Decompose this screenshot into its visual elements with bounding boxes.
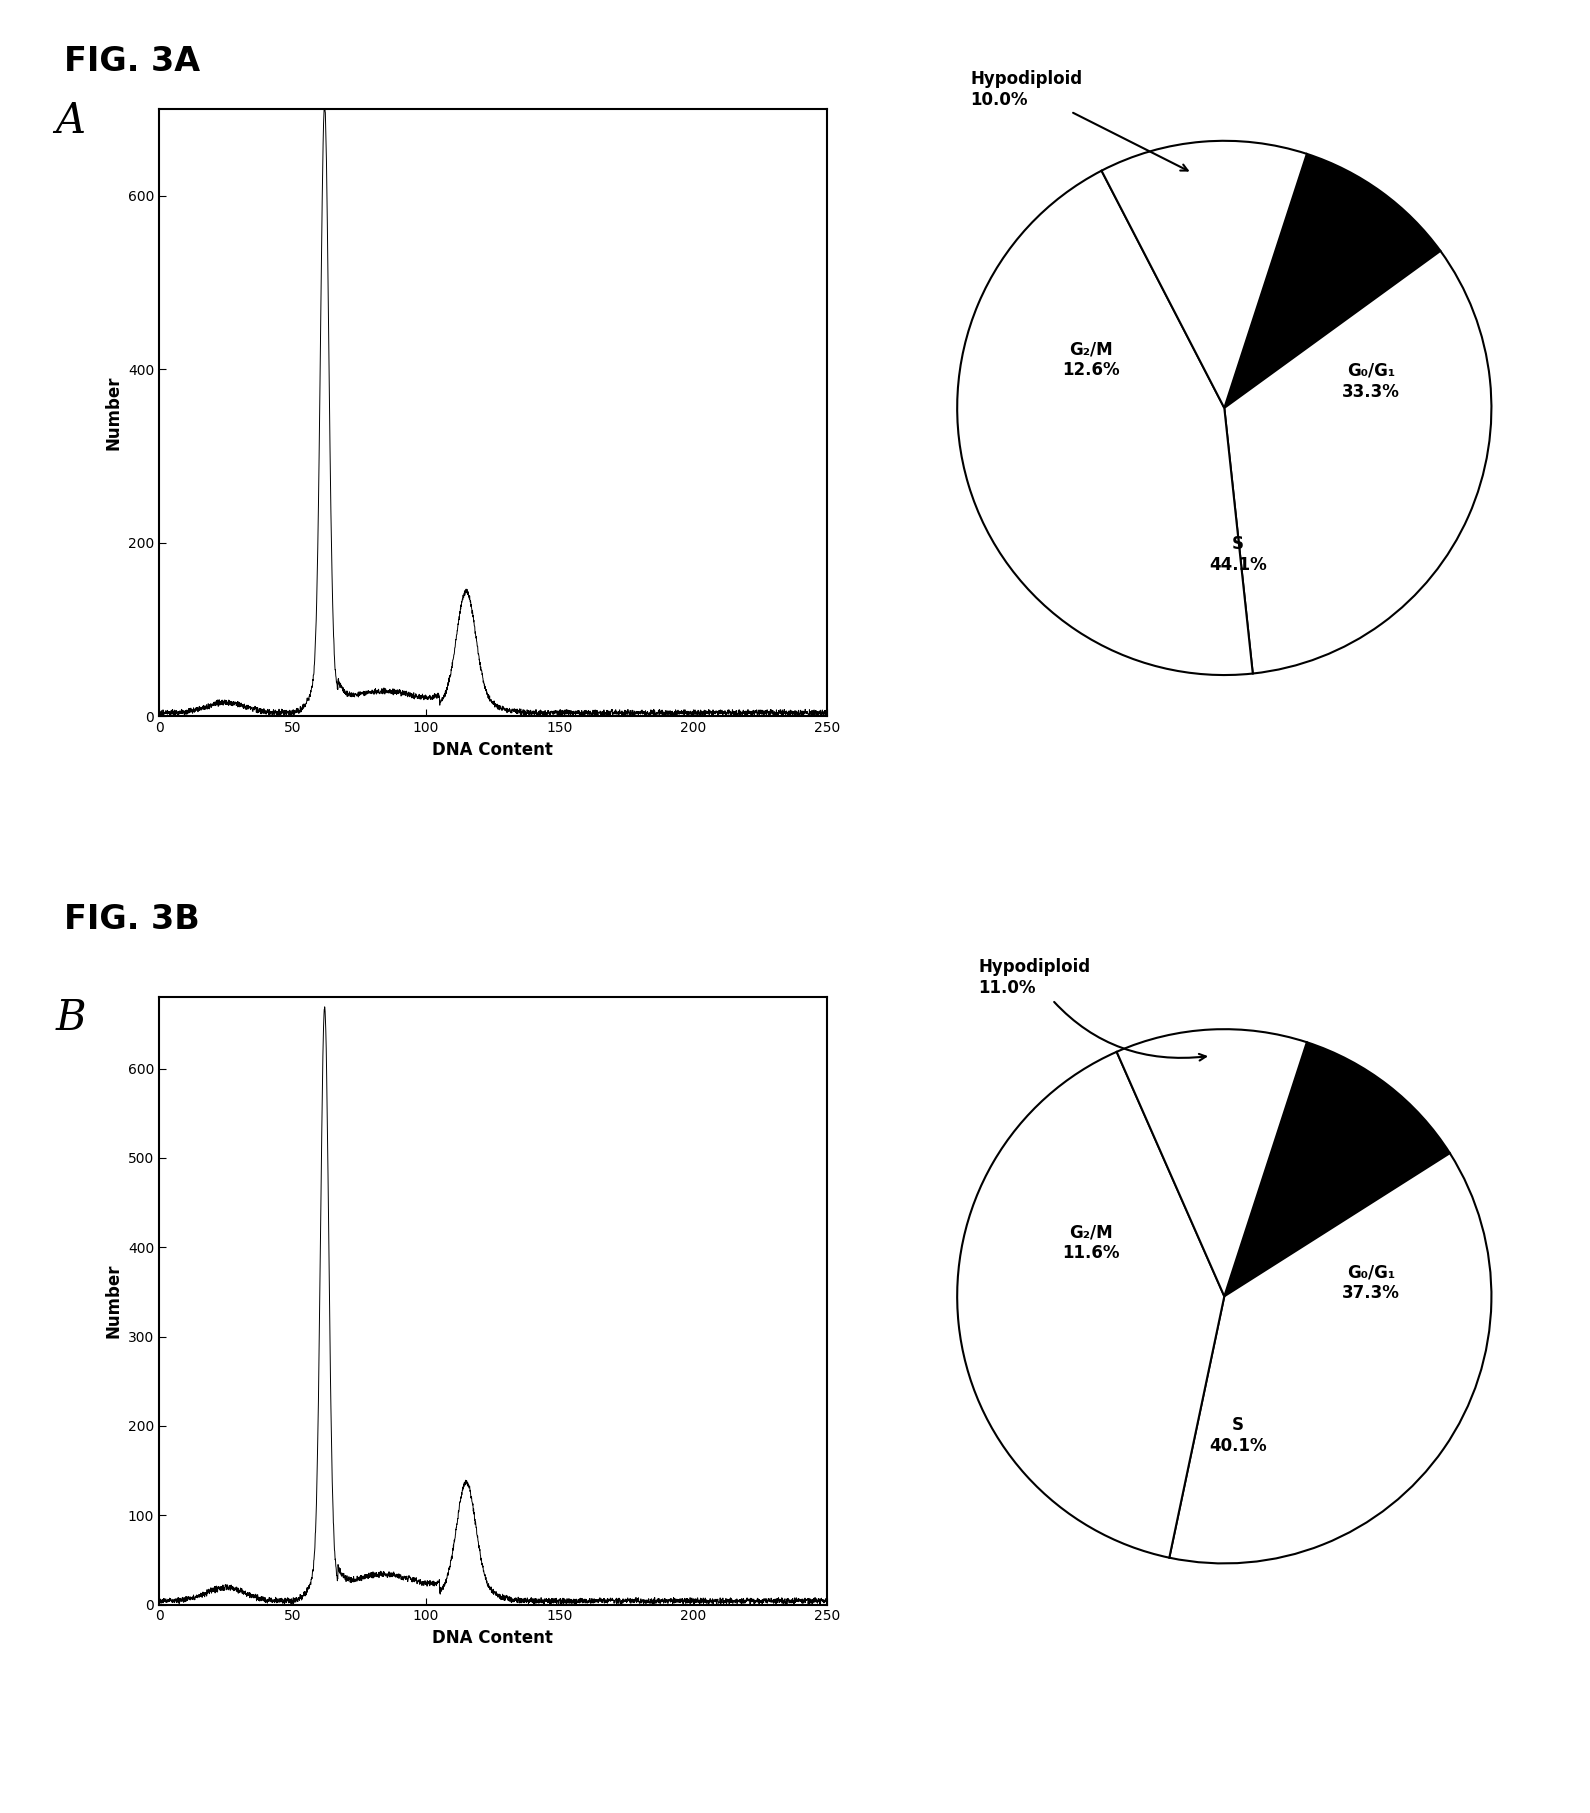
X-axis label: DNA Content: DNA Content [432, 740, 553, 758]
Wedge shape [1224, 154, 1441, 408]
Text: FIG. 3B: FIG. 3B [64, 903, 199, 936]
Wedge shape [1102, 141, 1307, 408]
Text: S
40.1%: S 40.1% [1208, 1416, 1267, 1454]
Text: FIG. 3A: FIG. 3A [64, 45, 200, 78]
Wedge shape [1116, 1030, 1307, 1296]
Text: Hypodiploid
10.0%: Hypodiploid 10.0% [970, 71, 1188, 170]
Text: S
44.1%: S 44.1% [1208, 535, 1267, 575]
Y-axis label: Number: Number [105, 375, 122, 450]
Wedge shape [1224, 250, 1491, 673]
Wedge shape [1224, 1042, 1450, 1296]
Text: G₀/G₁
37.3%: G₀/G₁ 37.3% [1342, 1264, 1401, 1302]
Wedge shape [957, 1052, 1224, 1557]
X-axis label: DNA Content: DNA Content [432, 1628, 553, 1646]
Wedge shape [957, 170, 1253, 674]
Text: Hypodiploid
11.0%: Hypodiploid 11.0% [978, 959, 1205, 1061]
Text: B: B [56, 997, 86, 1039]
Text: A: A [56, 100, 86, 141]
Y-axis label: Number: Number [105, 1264, 122, 1338]
Text: G₂/M
12.6%: G₂/M 12.6% [1062, 341, 1119, 379]
Text: G₂/M
11.6%: G₂/M 11.6% [1062, 1224, 1119, 1262]
Wedge shape [1169, 1153, 1491, 1563]
Text: G₀/G₁
33.3%: G₀/G₁ 33.3% [1342, 363, 1401, 401]
